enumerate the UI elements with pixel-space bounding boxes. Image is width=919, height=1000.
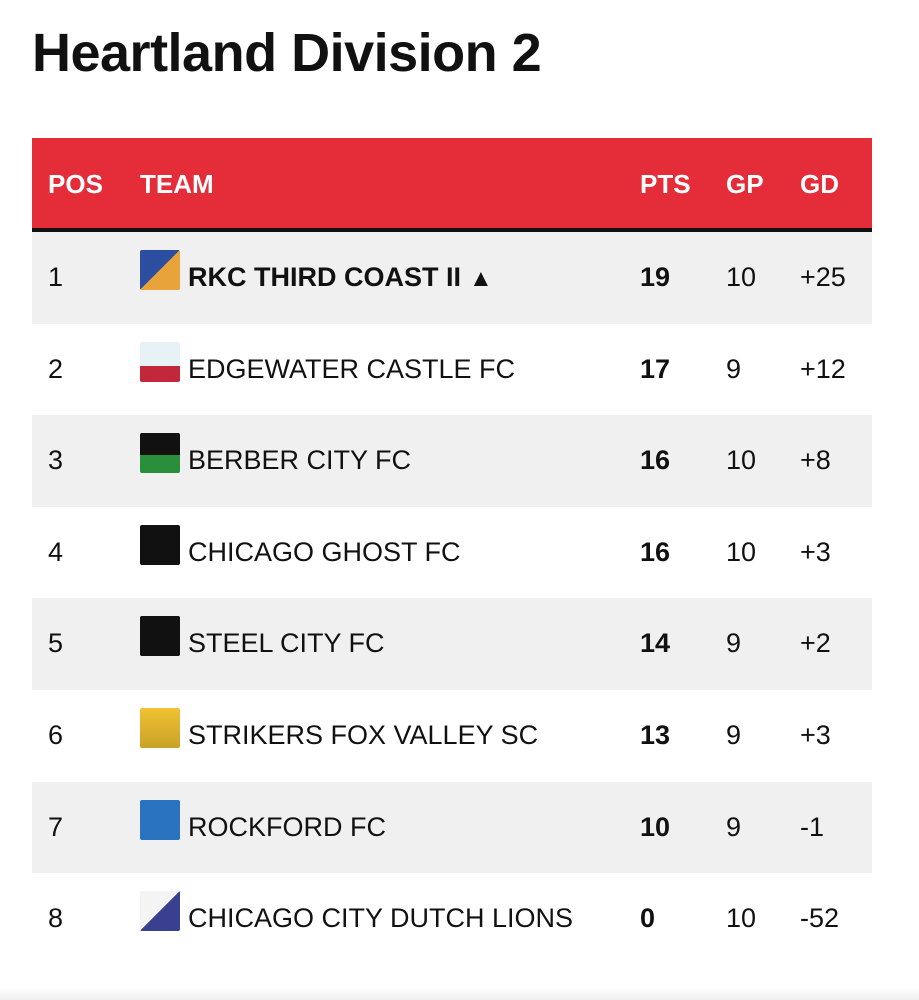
column-header: GD	[800, 169, 839, 199]
games-played: 10	[726, 262, 757, 292]
goal-difference: -1	[800, 811, 825, 842]
team-name: EDGEWATER CASTLE FC	[188, 353, 516, 384]
title: Heartland Division 2	[32, 23, 542, 83]
column-header: GP	[726, 169, 764, 199]
standings-table: POS TEAM PTS GP GD 1 RKC THIRD COAST II ▲ 19 10 +…	[32, 138, 872, 965]
team-logo	[140, 616, 180, 657]
table-row: 7 ROCKFORD FC 10 9 -1	[32, 781, 872, 874]
table-row: 1 RKC THIRD COAST II ▲ 19 10 +25	[32, 232, 872, 324]
position: 3	[48, 445, 64, 476]
table-row: 4 CHICAGO GHOST FC 16 10 +3	[32, 507, 872, 599]
position: 7	[48, 811, 64, 842]
team-logo	[140, 524, 180, 565]
position: 2	[48, 353, 64, 384]
points: 13	[640, 719, 671, 750]
points: 0	[640, 903, 656, 934]
goal-difference: +3	[800, 536, 831, 567]
team-logo	[140, 250, 180, 290]
team-logo	[140, 891, 180, 932]
team-logo	[140, 433, 180, 474]
goal-difference: +2	[800, 628, 831, 659]
column-header: POS	[48, 169, 103, 199]
points: 14	[640, 628, 671, 659]
team-name: BERBER CITY FC	[188, 445, 412, 476]
goal-difference: +25	[800, 262, 846, 292]
team-name: CHICAGO GHOST FC	[188, 536, 461, 567]
table-row: 3 BERBER CITY FC 16 10 +8	[32, 415, 872, 507]
goal-difference: +3	[800, 719, 831, 750]
team-label: RKC THIRD COAST II	[188, 262, 461, 292]
promotion-marker: ▲	[469, 265, 493, 292]
position: 4	[48, 536, 64, 567]
games-played: 10	[726, 903, 757, 934]
team-name: RKC THIRD COAST II ▲	[188, 232, 493, 325]
games-played: 9	[726, 628, 742, 659]
position: 5	[48, 628, 64, 659]
table-header: POS TEAM PTS GP GD	[32, 138, 872, 232]
table-row: 5 STEEL CITY FC 14 9 +2	[32, 598, 872, 690]
goal-difference: -52	[800, 903, 840, 934]
table-row: 8 CHICAGO CITY DUTCH LIONS 0 10 -52	[32, 873, 872, 965]
column-header: PTS	[640, 169, 691, 199]
team-logo	[140, 707, 180, 748]
team-name: STEEL CITY FC	[188, 628, 385, 659]
games-played: 9	[726, 719, 742, 750]
games-played: 10	[726, 445, 757, 476]
goal-difference: +8	[800, 445, 831, 476]
team-name: STRIKERS FOX VALLEY SC	[188, 719, 539, 750]
table-row: 2 EDGEWATER CASTLE FC 17 9 +12	[32, 324, 872, 416]
games-played: 9	[726, 811, 742, 842]
points: 16	[640, 445, 671, 476]
games-played: 9	[726, 353, 742, 384]
position: 6	[48, 719, 64, 750]
table-row: 6 STRIKERS FOX VALLEY SC 13 9 +3	[32, 690, 872, 782]
team-logo	[140, 341, 180, 382]
points: 10	[640, 811, 671, 842]
points: 16	[640, 536, 671, 567]
page-edge	[0, 988, 919, 1000]
games-played: 10	[726, 536, 757, 567]
team-name: CHICAGO CITY DUTCH LIONS	[188, 903, 574, 934]
position: 8	[48, 903, 64, 934]
points: 17	[640, 353, 671, 384]
team-name: ROCKFORD FC	[188, 811, 386, 842]
points: 19	[640, 262, 671, 292]
position: 1	[48, 262, 64, 292]
goal-difference: +12	[800, 353, 846, 384]
column-header: TEAM	[140, 169, 214, 199]
team-logo	[140, 799, 180, 840]
